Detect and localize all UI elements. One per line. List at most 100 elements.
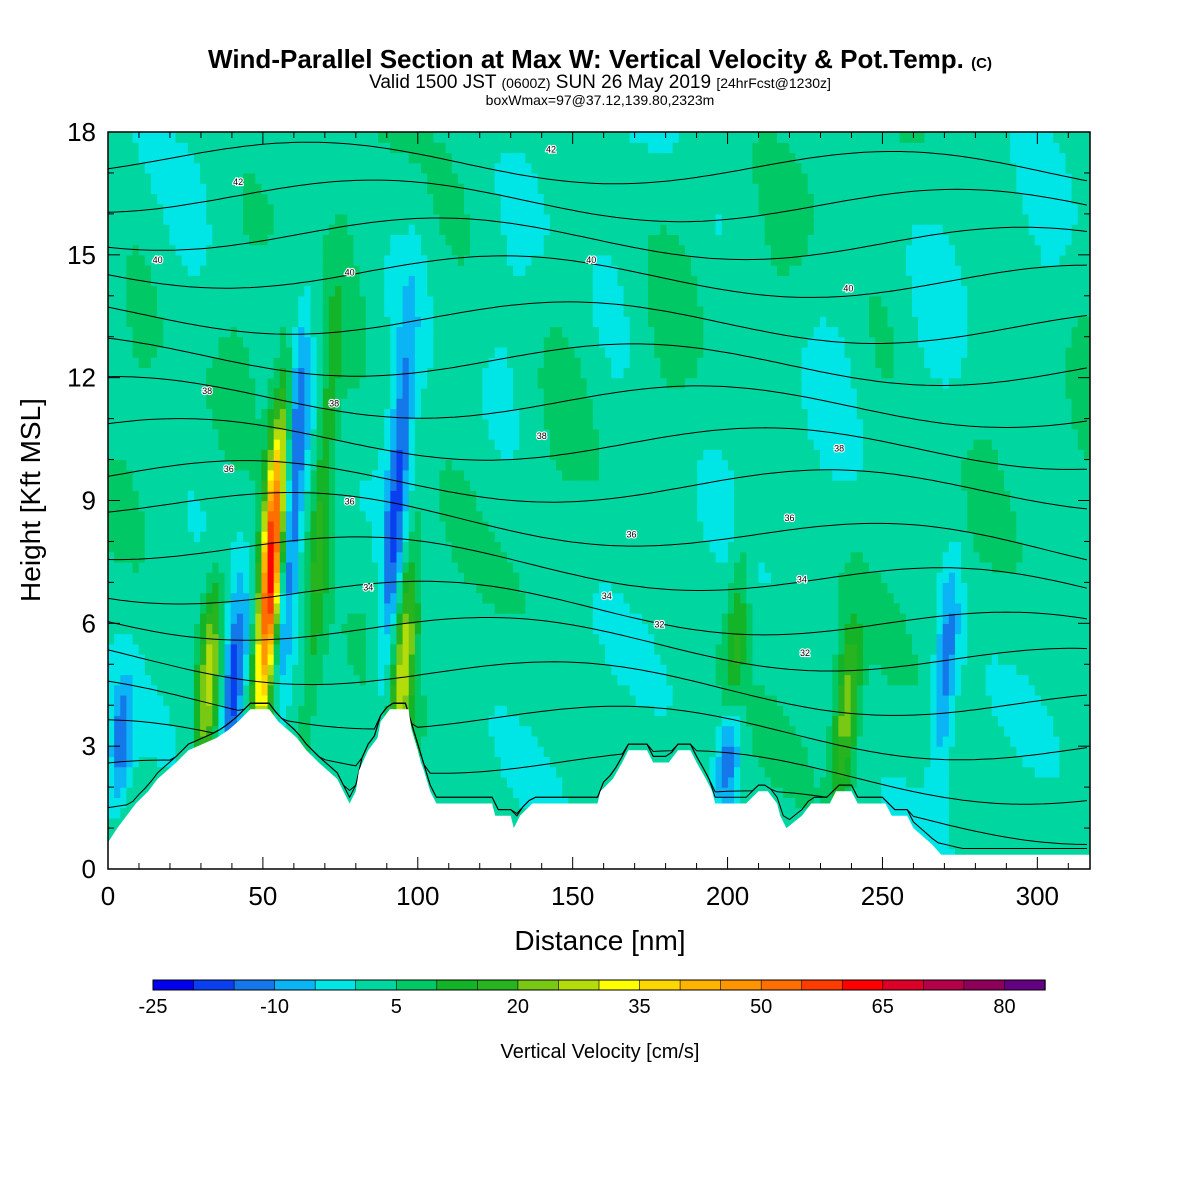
w-cell bbox=[279, 561, 287, 573]
w-cell bbox=[384, 387, 391, 399]
w-cell bbox=[292, 613, 299, 624]
w-cell bbox=[236, 541, 244, 553]
w-cell bbox=[206, 203, 213, 215]
w-cell bbox=[249, 592, 256, 604]
w-cell bbox=[476, 254, 483, 266]
w-cell bbox=[114, 510, 121, 522]
w-cell bbox=[421, 510, 428, 522]
w-cell bbox=[224, 572, 232, 583]
w-cell bbox=[285, 244, 293, 256]
w-cell bbox=[138, 203, 146, 215]
w-cell bbox=[396, 459, 404, 471]
w-cell bbox=[457, 520, 465, 532]
w-cell bbox=[114, 766, 121, 778]
w-cell bbox=[132, 664, 140, 676]
w-cell bbox=[463, 490, 471, 502]
w-cell bbox=[384, 469, 391, 481]
w-cell bbox=[328, 725, 336, 737]
w-cell bbox=[482, 387, 490, 399]
w-cell bbox=[126, 490, 134, 502]
w-cell bbox=[451, 357, 459, 369]
w-cell bbox=[347, 654, 355, 665]
w-cell bbox=[292, 561, 299, 573]
w-cell bbox=[187, 306, 195, 317]
w-cell bbox=[273, 613, 281, 624]
w-cell bbox=[525, 162, 533, 174]
w-cell bbox=[108, 459, 115, 471]
w-cell bbox=[500, 346, 508, 358]
w-cell bbox=[218, 203, 226, 215]
w-cell bbox=[230, 541, 238, 553]
w-cell bbox=[371, 172, 379, 184]
w-cell bbox=[433, 449, 441, 461]
w-cell bbox=[347, 480, 355, 491]
w-cell bbox=[298, 449, 305, 461]
w-cell bbox=[212, 725, 220, 737]
w-cell bbox=[206, 602, 213, 614]
w-cell bbox=[519, 213, 526, 225]
w-cell bbox=[304, 377, 312, 389]
w-cell bbox=[371, 224, 379, 235]
w-cell bbox=[206, 295, 213, 307]
w-cell bbox=[347, 357, 355, 369]
w-cell bbox=[519, 797, 526, 809]
w-cell bbox=[506, 449, 514, 461]
w-cell bbox=[212, 480, 220, 491]
w-cell bbox=[390, 592, 398, 604]
w-cell bbox=[200, 674, 207, 686]
w-cell bbox=[494, 746, 502, 758]
w-cell bbox=[120, 213, 128, 225]
w-cell bbox=[396, 613, 404, 624]
w-cell bbox=[341, 776, 348, 788]
w-cell bbox=[476, 541, 483, 553]
w-cell bbox=[243, 459, 250, 471]
w-cell bbox=[163, 592, 170, 604]
w-cell bbox=[470, 541, 477, 553]
w-cell bbox=[506, 346, 514, 358]
w-cell bbox=[144, 684, 152, 696]
w-cell bbox=[279, 572, 287, 583]
w-cell bbox=[525, 213, 533, 225]
w-cell bbox=[157, 746, 164, 758]
w-cell bbox=[150, 674, 158, 686]
w-cell bbox=[421, 172, 428, 184]
w-cell bbox=[519, 183, 526, 195]
w-cell bbox=[200, 357, 207, 369]
w-cell bbox=[390, 613, 398, 624]
w-cell bbox=[243, 643, 250, 655]
w-cell bbox=[310, 418, 318, 430]
w-cell bbox=[316, 285, 324, 297]
w-cell bbox=[408, 244, 416, 256]
w-cell bbox=[163, 613, 170, 624]
w-cell bbox=[494, 265, 502, 276]
w-cell bbox=[181, 592, 189, 604]
w-cell bbox=[187, 357, 195, 369]
w-cell bbox=[457, 787, 465, 798]
w-cell bbox=[108, 367, 115, 379]
w-cell bbox=[519, 684, 526, 696]
w-cell bbox=[347, 735, 355, 747]
w-cell bbox=[476, 480, 483, 491]
w-cell bbox=[114, 633, 121, 645]
w-cell bbox=[500, 592, 508, 604]
w-cell bbox=[243, 582, 250, 594]
w-cell bbox=[200, 592, 207, 604]
w-cell bbox=[500, 787, 508, 798]
w-cell bbox=[108, 254, 115, 266]
w-cell bbox=[144, 766, 152, 778]
w-cell bbox=[359, 459, 367, 471]
w-cell bbox=[298, 520, 305, 532]
w-cell bbox=[384, 377, 391, 389]
w-cell bbox=[108, 193, 115, 205]
w-cell bbox=[322, 469, 330, 481]
w-cell bbox=[470, 306, 477, 317]
w-cell bbox=[365, 643, 373, 655]
w-cell bbox=[513, 254, 520, 266]
w-cell bbox=[445, 469, 453, 481]
w-cell bbox=[482, 316, 490, 328]
w-cell bbox=[359, 561, 367, 573]
w-cell bbox=[445, 306, 453, 317]
w-cell bbox=[212, 244, 220, 256]
w-cell bbox=[187, 531, 195, 543]
w-cell bbox=[365, 357, 373, 369]
